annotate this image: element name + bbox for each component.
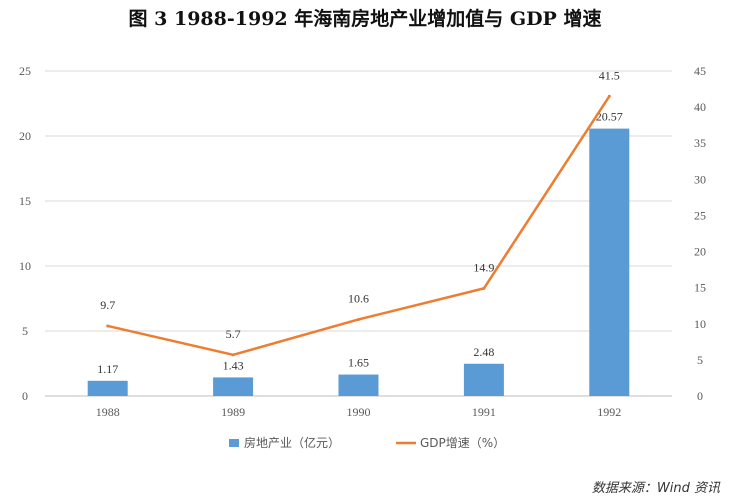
bar: [87, 380, 128, 396]
y-left-tick-label: 15: [19, 194, 31, 208]
line-value-label: 10.6: [348, 291, 369, 305]
y-left-tick-label: 20: [19, 129, 31, 143]
bar: [338, 374, 379, 396]
x-tick-label: 1988: [96, 405, 120, 419]
y-right-tick-label: 5: [697, 353, 703, 367]
bar-value-label: 2.48: [473, 345, 494, 359]
bar-value-label: 20.57: [596, 110, 623, 124]
line-point: [482, 286, 486, 290]
bar-value-label: 1.65: [348, 356, 369, 370]
y-right-tick-label: 0: [697, 389, 703, 403]
y-right-tick-label: 30: [694, 172, 706, 186]
line-value-label: 5.7: [226, 327, 241, 341]
chart-title: 图 3 1988-1992 年海南房地产业增加值与 GDP 增速: [128, 8, 602, 30]
y-left-tick-label: 10: [19, 259, 31, 273]
legend-label-line: GDP增速（%）: [420, 436, 505, 450]
legend-swatch-bar: [229, 439, 239, 447]
bar: [213, 377, 254, 396]
line-point: [106, 324, 110, 328]
y-left-tick-label: 25: [19, 64, 31, 78]
y-right-tick-label: 40: [694, 100, 706, 114]
bar-value-label: 1.43: [223, 358, 244, 372]
y-right-tick-label: 25: [694, 208, 706, 222]
y-left-tick-label: 5: [22, 324, 28, 338]
gdp-growth-line: [107, 95, 611, 357]
bar: [463, 363, 504, 396]
y-right-tick-label: 10: [694, 317, 706, 331]
bar-value-label: 1.17: [97, 362, 118, 376]
y-right-tick-label: 35: [694, 136, 706, 150]
source-note: 数据来源：Wind 资讯: [591, 481, 720, 496]
line-value-label: 41.5: [599, 68, 620, 82]
line-point: [231, 353, 235, 357]
line-value-label: 14.9: [473, 260, 494, 274]
x-tick-label: 1990: [347, 405, 371, 419]
x-tick-label: 1991: [472, 405, 496, 419]
chart-svg: 0 5 10 15 20 25 0 5 10 15 20 25 30 35 40 45 1.17 1.43 1.65…: [19, 64, 706, 450]
bar: [589, 128, 630, 396]
legend-label-bar: 房地产业（亿元）: [244, 435, 340, 450]
y-right-tick-label: 20: [694, 245, 706, 259]
line-value-label: 9.7: [100, 298, 115, 312]
y-right-tick-label: 15: [694, 281, 706, 295]
y-left-tick-label: 0: [22, 389, 28, 403]
x-tick-label: 1992: [597, 405, 621, 419]
x-tick-label: 1989: [221, 405, 245, 419]
line-point: [357, 317, 360, 321]
y-right-tick-label: 45: [694, 64, 706, 78]
line-point: [607, 94, 611, 98]
